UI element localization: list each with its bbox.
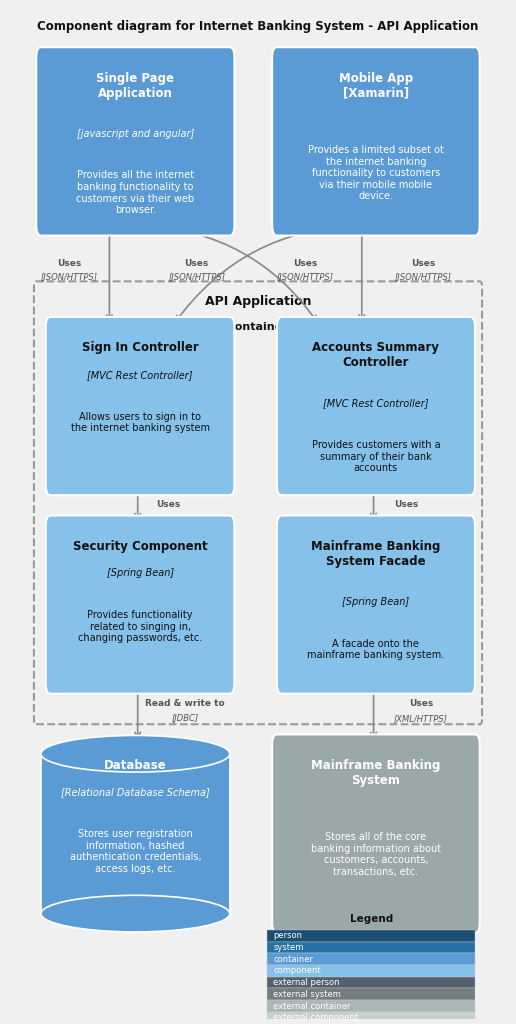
Text: A facade onto the
mainframe banking system.: A facade onto the mainframe banking syst… xyxy=(308,639,445,660)
Text: Allows users to sign in to
the internet banking system: Allows users to sign in to the internet … xyxy=(71,412,209,433)
Text: Accounts Summary
Controller: Accounts Summary Controller xyxy=(312,341,440,370)
Bar xyxy=(267,965,475,977)
Text: [JSON/HTTPS]: [JSON/HTTPS] xyxy=(41,272,98,282)
Text: Legend: Legend xyxy=(350,913,393,924)
Text: Stores user registration
information, hashed
authentication credentials,
access : Stores user registration information, ha… xyxy=(70,829,201,873)
Text: component: component xyxy=(273,967,321,976)
Text: container: container xyxy=(273,954,313,964)
Text: [Relational Database Schema]: [Relational Database Schema] xyxy=(61,787,209,798)
Text: Security Component: Security Component xyxy=(73,540,207,553)
Ellipse shape xyxy=(41,895,230,932)
Text: Database: Database xyxy=(104,759,167,772)
Text: Provides functionality
related to singing in,
changing passwords, etc.: Provides functionality related to singin… xyxy=(78,610,202,643)
Text: external component: external component xyxy=(273,1013,358,1022)
Text: external container: external container xyxy=(273,1001,350,1011)
Text: Provides a limited subset ot
the internet banking
functionality to customers
via: Provides a limited subset ot the interne… xyxy=(308,145,444,202)
Bar xyxy=(267,1012,475,1024)
Text: Uses: Uses xyxy=(409,699,433,709)
Text: [Spring Bean]: [Spring Bean] xyxy=(343,597,410,607)
Text: Uses: Uses xyxy=(185,258,209,267)
Text: Uses: Uses xyxy=(293,258,317,267)
Text: [MVC Rest Controller]: [MVC Rest Controller] xyxy=(323,398,429,409)
Text: Uses: Uses xyxy=(156,500,181,509)
Text: API Application: API Application xyxy=(205,295,311,307)
Text: system: system xyxy=(273,943,303,952)
FancyBboxPatch shape xyxy=(36,47,234,236)
Text: [javascript and angular]: [javascript and angular] xyxy=(77,129,194,138)
Text: Uses: Uses xyxy=(57,258,82,267)
Text: Single Page
Application: Single Page Application xyxy=(96,72,174,99)
Bar xyxy=(267,988,475,1000)
Bar xyxy=(267,930,475,942)
Bar xyxy=(41,754,230,913)
Bar xyxy=(267,1000,475,1012)
Text: [container]: [container] xyxy=(223,323,293,333)
Text: [JSON/HTTPS]: [JSON/HTTPS] xyxy=(395,272,452,282)
Text: [MVC Rest Controller]: [MVC Rest Controller] xyxy=(87,370,193,380)
Text: [XML/HTTPS]: [XML/HTTPS] xyxy=(394,714,448,723)
Text: [JSON/HTTPS]: [JSON/HTTPS] xyxy=(168,272,225,282)
Text: Mobile App
[Xamarin]: Mobile App [Xamarin] xyxy=(339,72,413,99)
Bar xyxy=(267,942,475,953)
Text: [JSON/HTTPS]: [JSON/HTTPS] xyxy=(277,272,334,282)
Text: external system: external system xyxy=(273,990,341,998)
Text: [JDBC]: [JDBC] xyxy=(171,714,199,723)
Text: Uses: Uses xyxy=(411,258,435,267)
FancyBboxPatch shape xyxy=(272,47,480,236)
FancyBboxPatch shape xyxy=(46,317,234,496)
FancyBboxPatch shape xyxy=(277,317,475,496)
Text: [Spring Bean]: [Spring Bean] xyxy=(106,568,173,579)
Text: Sign In Controller: Sign In Controller xyxy=(82,341,199,354)
FancyBboxPatch shape xyxy=(277,515,475,693)
FancyBboxPatch shape xyxy=(272,734,480,933)
FancyBboxPatch shape xyxy=(46,515,234,693)
Text: Mainframe Banking
System: Mainframe Banking System xyxy=(311,759,441,786)
Bar xyxy=(267,953,475,965)
Ellipse shape xyxy=(41,735,230,772)
Text: Uses: Uses xyxy=(394,500,418,509)
Text: Component diagram for Internet Banking System - API Application: Component diagram for Internet Banking S… xyxy=(37,19,479,33)
Text: Read & write to: Read & write to xyxy=(145,699,224,709)
Text: Provides customers with a
summary of their bank
accounts: Provides customers with a summary of the… xyxy=(312,440,440,473)
Text: Mainframe Banking
System Facade: Mainframe Banking System Facade xyxy=(311,540,441,568)
Text: Stores all of the core
banking information about
customers, accounts,
transactio: Stores all of the core banking informati… xyxy=(311,833,441,877)
Bar xyxy=(267,977,475,988)
Text: Provides all the internet
banking functionality to
customers via their web
brows: Provides all the internet banking functi… xyxy=(76,170,195,215)
Text: person: person xyxy=(273,931,302,940)
Text: external person: external person xyxy=(273,978,340,987)
